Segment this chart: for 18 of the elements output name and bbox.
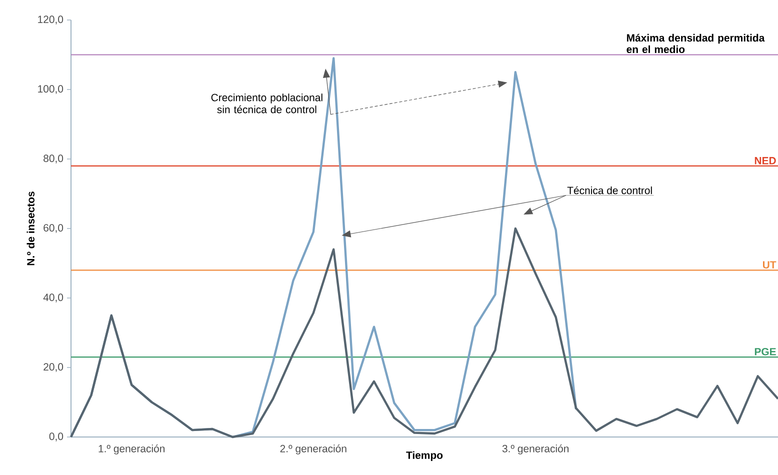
ref-line-label: UT <box>762 261 776 269</box>
x-axis-title: Tiempo <box>406 451 443 461</box>
ref-line-label: Máxima densidad permitida en el medio <box>626 34 765 54</box>
y-tick-label: 100,0 <box>38 85 64 94</box>
x-tick-label: 2.º generación <box>280 444 346 454</box>
series-label: Crecimiento poblacional sin técnica de control <box>211 94 322 114</box>
x-tick-label: 3.º generación <box>502 444 569 454</box>
ref-line-label: PGE <box>754 348 776 356</box>
text: Técnica de control <box>567 186 652 194</box>
y-tick-label: 40,0 <box>43 294 64 302</box>
y-tick-label: 120,0 <box>38 16 64 24</box>
y-tick-label: 20,0 <box>44 363 64 372</box>
x-tick-label: 1.º generación <box>98 444 165 454</box>
ref-line-label: NED <box>754 157 776 164</box>
y-tick-label: 0,0 <box>49 432 64 442</box>
y-axis-title: N.º de insectos <box>26 192 34 266</box>
y-tick-label: 80,0 <box>44 154 64 164</box>
y-tick-label: 60,0 <box>44 224 64 233</box>
